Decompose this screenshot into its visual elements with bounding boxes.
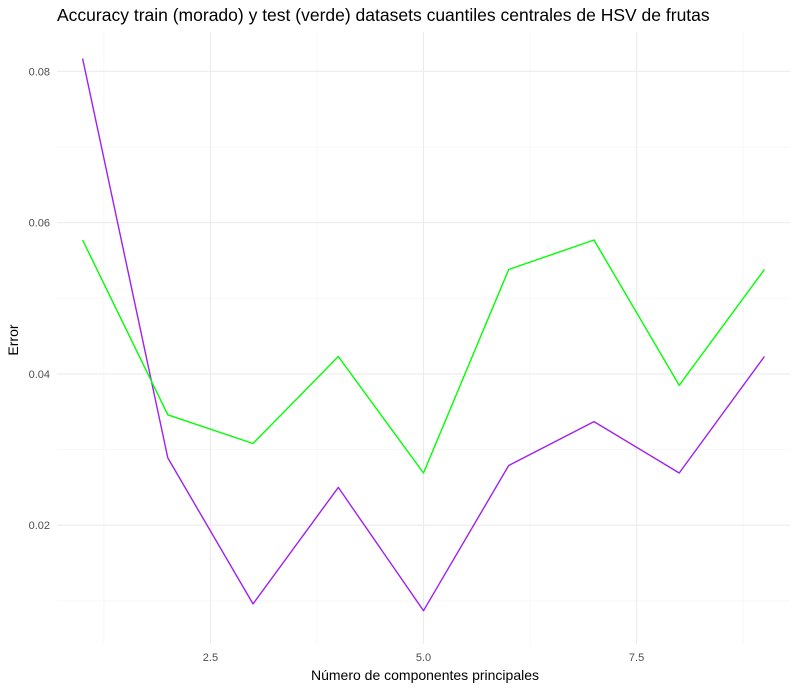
x-axis-label: Número de componentes principales [311,667,539,683]
y-tick-label: 0.04 [29,369,50,381]
x-tick-labels: 2.5 5.0 7.5 [203,652,644,664]
x-tick-label: 5.0 [416,652,431,664]
train-series-line [81,58,765,612]
y-tick-label: 0.08 [29,66,50,78]
x-tick-label: 2.5 [203,652,218,664]
y-tick-labels: 0.02 0.04 0.06 0.08 [29,66,50,532]
y-tick-label: 0.02 [29,520,50,532]
y-axis-label: Error [5,324,21,355]
test-series-line [81,239,765,474]
grid [57,32,790,644]
chart-title: Accuracy train (morado) y test (verde) d… [57,5,710,25]
y-tick-label: 0.06 [29,218,50,230]
x-tick-label: 7.5 [629,652,644,664]
series-lines [81,58,765,612]
